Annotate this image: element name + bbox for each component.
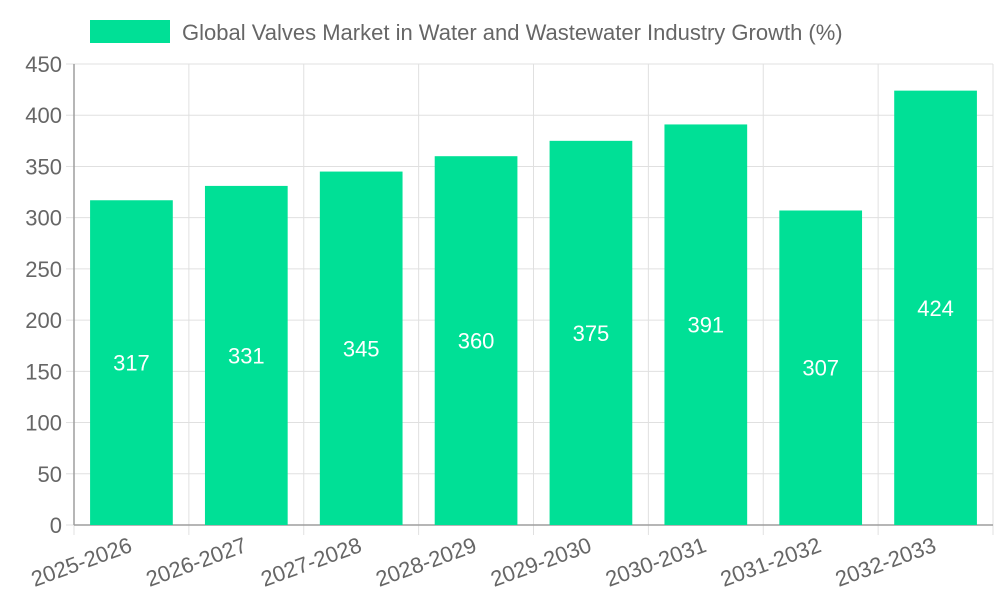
y-tick-label: 300 (25, 206, 62, 231)
x-tick-label: 2029-2030 (487, 532, 594, 591)
bar (894, 90, 977, 525)
bar (319, 171, 403, 526)
data-label: 424 (917, 296, 954, 321)
bar (779, 210, 863, 526)
y-tick-label: 50 (38, 462, 62, 487)
bar (664, 124, 748, 525)
y-tick-label: 250 (25, 257, 62, 282)
data-label: 360 (458, 329, 495, 354)
x-tick-label: 2025-2026 (28, 532, 135, 591)
y-tick-label: 400 (25, 103, 62, 128)
y-tick-label: 350 (25, 154, 62, 179)
legend-label: Global Valves Market in Water and Wastew… (182, 20, 843, 45)
x-tick-label: 2030-2031 (602, 532, 709, 591)
bar (90, 200, 173, 526)
data-label: 317 (113, 351, 150, 376)
y-tick-label: 200 (25, 308, 62, 333)
y-tick-label: 450 (25, 52, 62, 77)
x-tick-label: 2027-2028 (257, 532, 364, 591)
y-tick-label: 150 (25, 359, 62, 384)
data-label: 331 (228, 343, 265, 368)
bar (204, 185, 288, 526)
y-axis-tick-labels: 0 50 100 150 200 250 300 350 400 450 (25, 52, 62, 538)
bar (434, 156, 518, 525)
x-axis-tick-labels: 2025-2026 2026-2027 2027-2028 2028-2029 2029… (28, 532, 940, 591)
data-labels: 317 331 345 360 375 391 307 424 (113, 296, 954, 381)
x-tick-label: 2032-2033 (832, 532, 939, 591)
legend-swatch (90, 20, 170, 43)
x-tick-label: 2028-2029 (372, 532, 479, 591)
bar-series (90, 90, 977, 526)
data-label: 307 (802, 356, 839, 381)
chart-legend[interactable]: Global Valves Market in Water and Wastew… (90, 20, 843, 45)
bar (549, 140, 633, 526)
x-tick-label: 2031-2032 (717, 532, 824, 591)
data-label: 391 (687, 313, 724, 338)
x-tick-label: 2026-2027 (143, 532, 250, 591)
data-label: 345 (343, 336, 380, 361)
y-tick-label: 0 (50, 513, 62, 538)
y-tick-label: 100 (25, 411, 62, 436)
data-label: 375 (573, 321, 610, 346)
